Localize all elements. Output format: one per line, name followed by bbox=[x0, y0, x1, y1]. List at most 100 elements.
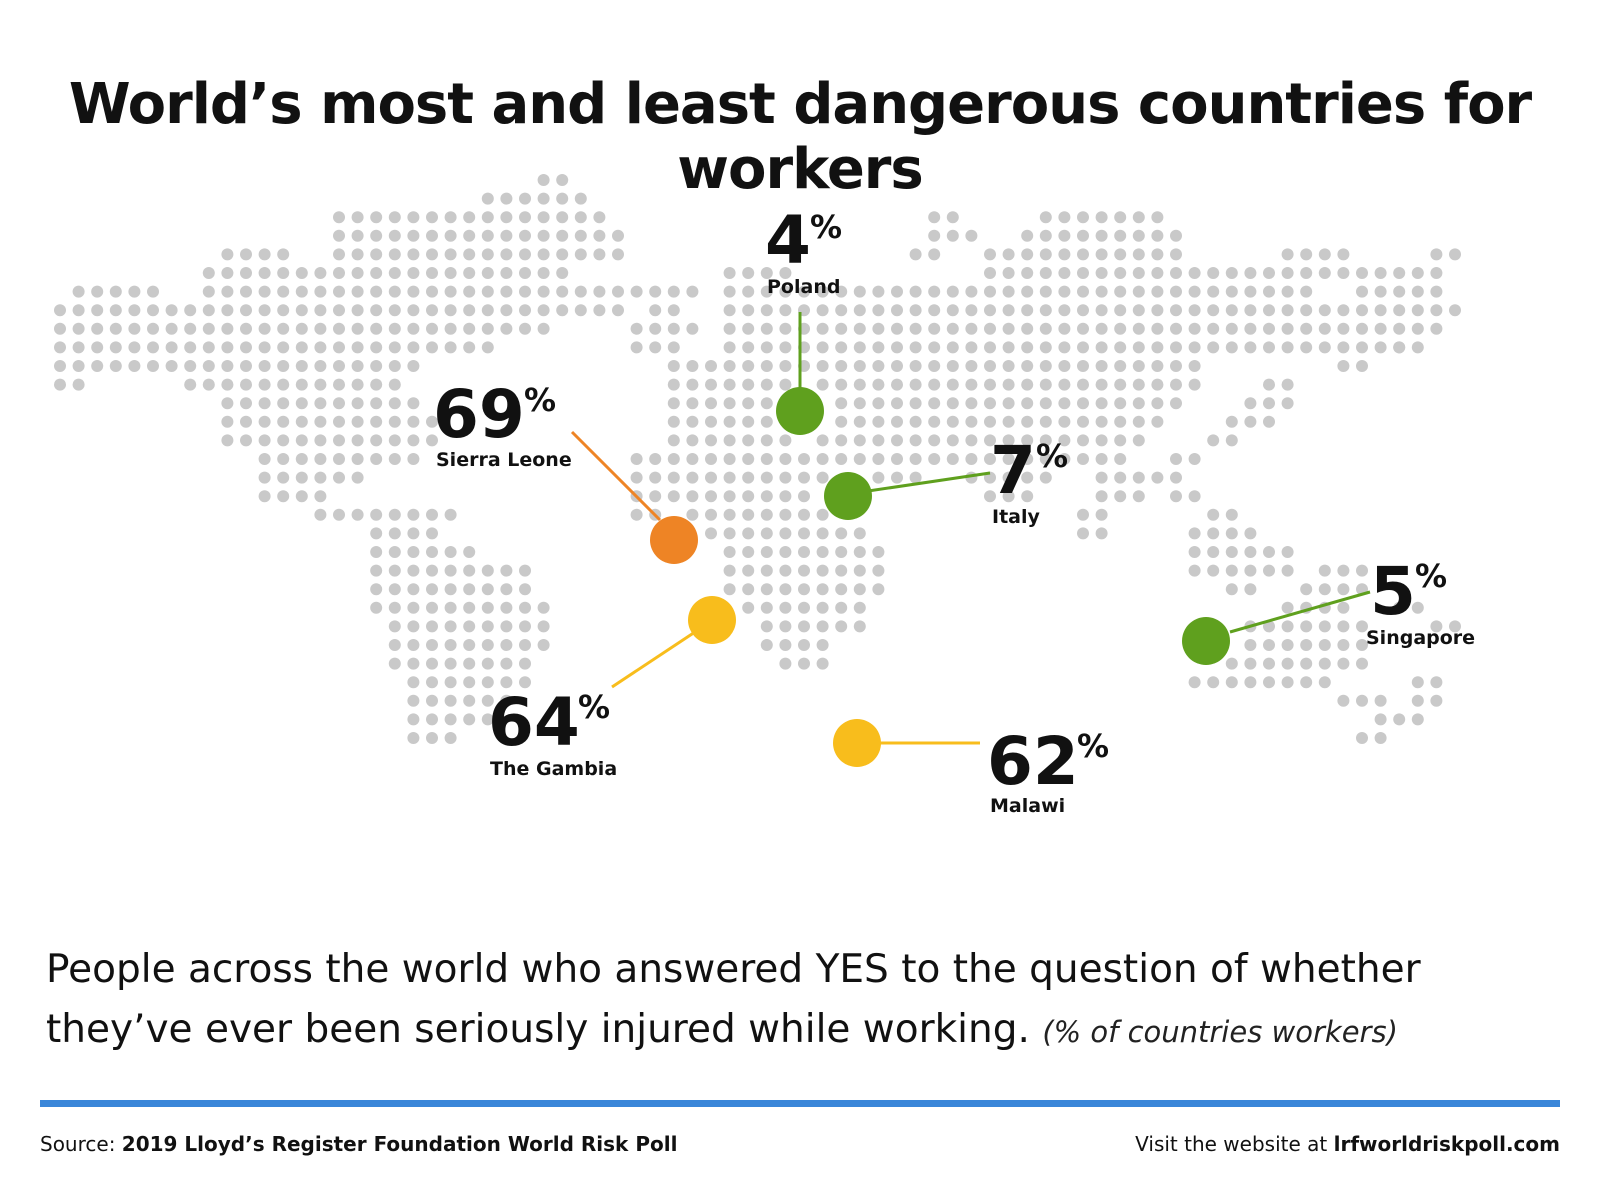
land-dot bbox=[1411, 304, 1424, 317]
land-dot bbox=[314, 508, 327, 521]
land-dot bbox=[1095, 211, 1108, 224]
land-dot bbox=[798, 527, 810, 540]
land-dot bbox=[333, 415, 345, 428]
land-dot bbox=[1077, 360, 1089, 372]
land-dot bbox=[314, 453, 327, 465]
land-dot bbox=[1095, 508, 1108, 521]
land-dot bbox=[1244, 341, 1257, 354]
land-dot bbox=[760, 453, 773, 465]
land-dot bbox=[426, 694, 438, 707]
land-dot bbox=[872, 453, 885, 465]
visit-prefix: Visit the website at bbox=[1135, 1132, 1328, 1156]
marker-dot-malawi[interactable] bbox=[833, 719, 881, 767]
land-dot bbox=[1300, 639, 1313, 651]
marker-poland[interactable]: 4 % Poland bbox=[765, 202, 842, 435]
marker-singapore[interactable]: 5 % Singapore bbox=[1182, 553, 1475, 665]
land-dot bbox=[1244, 415, 1257, 428]
land-dot bbox=[1207, 434, 1220, 447]
land-dot bbox=[481, 285, 494, 298]
land-dot bbox=[426, 341, 438, 354]
land-dot bbox=[500, 620, 513, 633]
land-dot bbox=[1356, 657, 1368, 670]
land-dot bbox=[574, 285, 587, 298]
land-dot bbox=[853, 453, 866, 465]
land-dot bbox=[1300, 285, 1313, 298]
marker-the-gambia[interactable]: 64 % The Gambia bbox=[488, 596, 736, 780]
land-dot bbox=[1021, 415, 1034, 428]
land-dot bbox=[1356, 694, 1368, 707]
land-dot bbox=[723, 546, 736, 558]
country-label-sierra-leone: Sierra Leone bbox=[436, 449, 572, 471]
website-link[interactable]: lrfworldriskpoll.com bbox=[1333, 1132, 1560, 1156]
land-dot bbox=[407, 397, 420, 410]
land-dot bbox=[277, 378, 290, 391]
land-dot bbox=[481, 713, 494, 726]
marker-dot-singapore[interactable] bbox=[1182, 617, 1230, 665]
land-dot bbox=[630, 471, 643, 484]
marker-italy[interactable]: 7 % Italy bbox=[824, 432, 1068, 528]
land-dot bbox=[1207, 508, 1220, 521]
land-dot bbox=[1207, 527, 1220, 540]
land-dot bbox=[686, 397, 699, 410]
land-dot bbox=[388, 248, 401, 261]
marker-dot-sierra-leone[interactable] bbox=[650, 516, 698, 564]
land-dot bbox=[1170, 490, 1182, 503]
land-dot bbox=[1132, 434, 1145, 447]
land-dot bbox=[1300, 657, 1313, 670]
land-dot bbox=[463, 713, 476, 726]
land-dot bbox=[407, 694, 420, 707]
land-dot bbox=[1132, 304, 1145, 317]
land-dot bbox=[1170, 304, 1182, 317]
land-dot bbox=[1151, 248, 1164, 261]
land-dot bbox=[779, 304, 792, 317]
marker-sierra-leone[interactable]: 69 % Sierra Leone bbox=[433, 376, 698, 564]
land-dot bbox=[388, 415, 401, 428]
land-dot bbox=[370, 453, 383, 465]
land-dot bbox=[128, 285, 141, 298]
land-dot bbox=[835, 378, 848, 391]
land-dot bbox=[1356, 304, 1368, 317]
land-dot bbox=[1244, 304, 1257, 317]
land-dot bbox=[1188, 676, 1201, 689]
land-dot bbox=[388, 267, 401, 279]
land-dot bbox=[407, 267, 420, 279]
land-dot bbox=[1114, 490, 1127, 503]
land-dot bbox=[1021, 248, 1034, 261]
source-name: 2019 Lloyd’s Register Foundation World R… bbox=[121, 1132, 678, 1156]
land-dot bbox=[891, 304, 903, 317]
land-dot bbox=[1077, 415, 1089, 428]
land-dot bbox=[984, 267, 996, 279]
land-dot bbox=[1077, 229, 1089, 242]
land-dot bbox=[798, 508, 810, 521]
land-dot bbox=[481, 267, 494, 279]
land-dot bbox=[816, 434, 829, 447]
land-dot bbox=[779, 378, 792, 391]
land-dot bbox=[816, 453, 829, 465]
land-dot bbox=[872, 397, 885, 410]
land-dot bbox=[1225, 285, 1238, 298]
land-dot bbox=[909, 415, 922, 428]
land-dot bbox=[147, 304, 159, 317]
land-dot bbox=[1039, 453, 1052, 465]
land-dot bbox=[407, 564, 420, 577]
land-dot bbox=[388, 378, 401, 391]
land-dot bbox=[463, 639, 476, 651]
marker-dot-poland[interactable] bbox=[776, 387, 824, 435]
land-dot bbox=[519, 304, 531, 317]
marker-dot-italy[interactable] bbox=[824, 472, 872, 520]
marker-dot-the-gambia[interactable] bbox=[688, 596, 736, 644]
land-dot bbox=[240, 248, 252, 261]
land-dot bbox=[1263, 415, 1275, 428]
land-dot bbox=[1002, 453, 1015, 465]
land-dot bbox=[1300, 248, 1313, 261]
land-dot bbox=[853, 360, 866, 372]
land-dot bbox=[463, 229, 476, 242]
land-dot bbox=[1281, 378, 1294, 391]
land-dot bbox=[1002, 471, 1015, 484]
land-dot bbox=[1002, 378, 1015, 391]
land-dot bbox=[723, 378, 736, 391]
marker-malawi[interactable]: 62 % Malawi bbox=[833, 719, 1109, 817]
value-italy: 7 bbox=[990, 432, 1036, 509]
land-dot bbox=[760, 508, 773, 521]
land-dot bbox=[463, 267, 476, 279]
